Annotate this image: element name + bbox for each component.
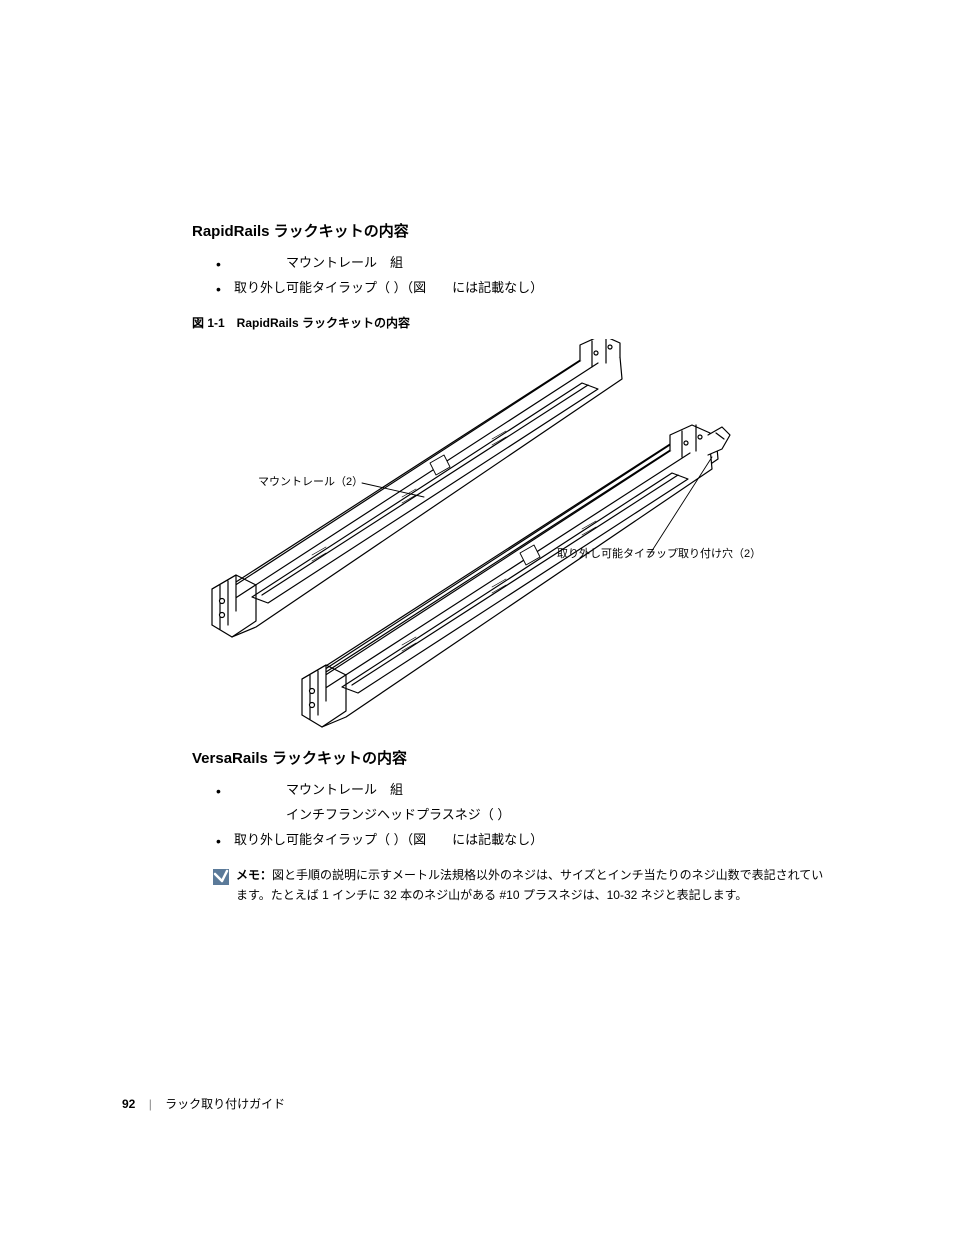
versarails-bullets: マウントレール 組 xyxy=(212,778,832,803)
versarails-heading: VersaRails ラックキットの内容 xyxy=(192,747,832,768)
footer-separator: | xyxy=(149,1097,152,1111)
callout-mount-rail: マウントレール（2） xyxy=(258,473,363,489)
page-footer: 92 | ラック取り付けガイド xyxy=(122,1095,285,1112)
rapidrails-figure: マウントレール（2） 取り外し可能タイラップ取り付け穴（2） xyxy=(192,339,832,729)
footer-doc-title: ラック取り付けガイド xyxy=(165,1097,285,1111)
rapidrails-bullets: マウントレール 組 取り外し可能タイラップ（ ）（図 には記載なし） xyxy=(212,251,832,300)
list-item: 取り外し可能タイラップ（ ）（図 には記載なし） xyxy=(212,828,832,853)
list-item: マウントレール 組 xyxy=(212,778,832,803)
memo-note: メモ：図と手順の説明に示すメートル法規格以外のネジは、サイズとインチ当たりのネジ… xyxy=(212,866,832,904)
note-icon xyxy=(212,868,230,886)
figure-caption: 図 1-1 RapidRails ラックキットの内容 xyxy=(192,314,832,331)
versarails-bullets-2: 取り外し可能タイラップ（ ）（図 には記載なし） xyxy=(212,828,832,853)
memo-label: メモ： xyxy=(236,868,272,882)
page-number: 92 xyxy=(122,1097,135,1111)
memo-body: 図と手順の説明に示すメートル法規格以外のネジは、サイズとインチ当たりのネジ山数で… xyxy=(236,868,823,901)
rapidrails-heading: RapidRails ラックキットの内容 xyxy=(192,220,832,241)
list-item: マウントレール 組 xyxy=(212,251,832,276)
list-sub-item: インチフランジヘッドプラスネジ（ ） xyxy=(212,803,832,828)
list-item: 取り外し可能タイラップ（ ）（図 には記載なし） xyxy=(212,276,832,301)
memo-text: メモ：図と手順の説明に示すメートル法規格以外のネジは、サイズとインチ当たりのネジ… xyxy=(236,866,832,904)
callout-tiewrap-hole: 取り外し可能タイラップ取り付け穴（2） xyxy=(557,545,761,561)
rail-diagram xyxy=(182,339,842,729)
